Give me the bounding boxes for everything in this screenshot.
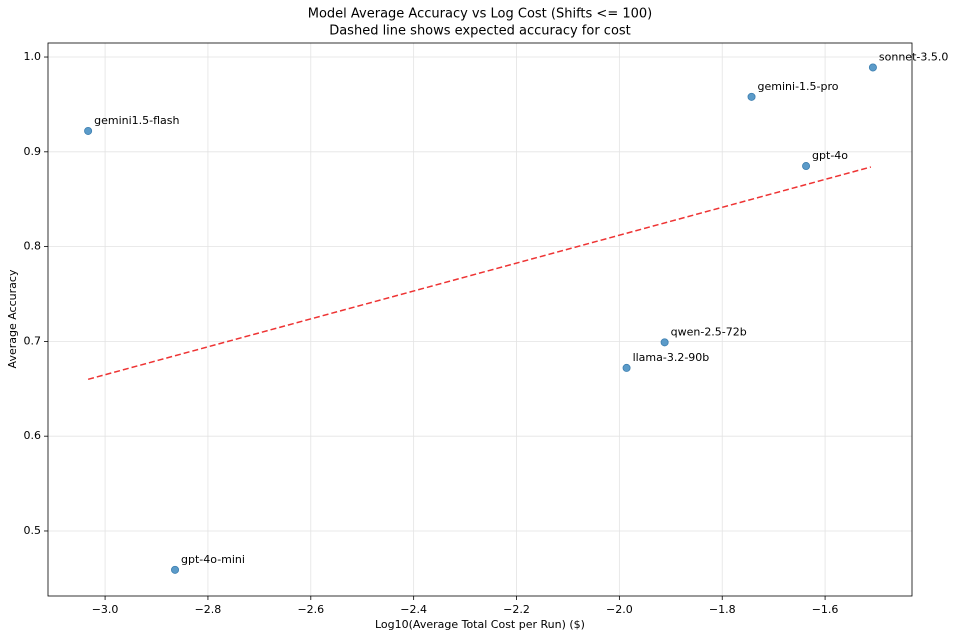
- point-label: gpt-4o: [812, 149, 848, 162]
- point-label: gpt-4o-mini: [181, 553, 245, 566]
- point-label: sonnet-3.5.0: [879, 50, 948, 63]
- trend-line: [87, 166, 872, 381]
- chart-subtitle: Dashed line shows expected accuracy for …: [329, 24, 631, 39]
- y-tick-label: 1.0: [24, 50, 42, 63]
- point: [171, 565, 180, 574]
- y-tick-label: 0.6: [24, 429, 42, 442]
- point: [622, 363, 631, 372]
- point-label: gemini-1.5-pro: [758, 80, 839, 93]
- x-tick-label: −3.0: [92, 603, 119, 616]
- chart-title: Model Average Accuracy vs Log Cost (Shif…: [308, 7, 652, 22]
- y-tick-label: 0.9: [24, 145, 42, 158]
- point: [84, 126, 93, 135]
- point: [802, 162, 811, 171]
- x-tick-label: −2.2: [503, 603, 530, 616]
- point: [868, 63, 877, 72]
- point: [660, 338, 669, 347]
- point-label: llama-3.2-90b: [633, 351, 710, 364]
- point-label: gemini1.5-flash: [94, 114, 179, 127]
- x-tick-label: −1.6: [812, 603, 839, 616]
- y-tick-label: 0.8: [24, 240, 42, 253]
- x-tick-label: −2.6: [297, 603, 324, 616]
- y-axis-label: Average Accuracy: [6, 269, 19, 368]
- x-tick-label: −2.4: [400, 603, 427, 616]
- y-tick-label: 0.5: [24, 524, 42, 537]
- x-tick-label: −2.0: [606, 603, 633, 616]
- plot-frame: [47, 42, 913, 597]
- point: [747, 92, 756, 101]
- x-tick-label: −1.8: [709, 603, 736, 616]
- x-tick-label: −2.8: [195, 603, 222, 616]
- y-tick-label: 0.7: [24, 334, 42, 347]
- x-axis-label: Log10(Average Total Cost per Run) ($): [375, 618, 585, 631]
- point-label: qwen-2.5-72b: [671, 325, 747, 338]
